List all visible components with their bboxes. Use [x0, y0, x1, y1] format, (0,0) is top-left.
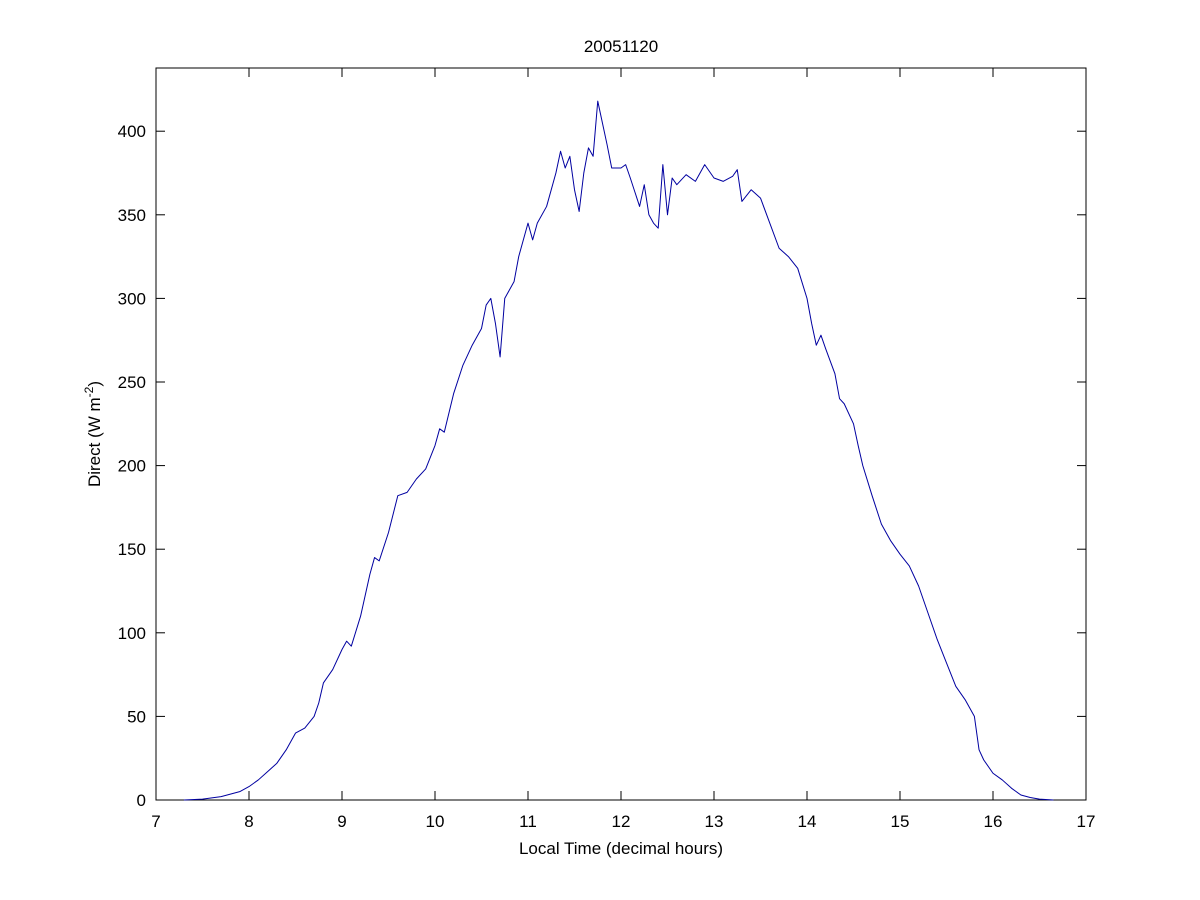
y-tick-label: 0 [137, 791, 146, 810]
y-tick-label: 100 [118, 624, 146, 643]
y-axis-label: Direct (W m-2) [82, 381, 104, 487]
y-tick-label: 300 [118, 289, 146, 308]
y-tick-label: 200 [118, 457, 146, 476]
x-tick-label: 17 [1077, 812, 1096, 831]
data-line [183, 100, 1054, 801]
y-tick-label: 250 [118, 373, 146, 392]
y-label-sup: -2 [82, 386, 96, 397]
y-tick-label: 150 [118, 540, 146, 559]
x-tick-label: 13 [705, 812, 724, 831]
y-tick-label: 50 [127, 707, 146, 726]
axes-box [155, 67, 1087, 801]
x-tick-label: 15 [891, 812, 910, 831]
x-tick-label: 9 [337, 812, 346, 831]
x-axis-label: Local Time (decimal hours) [519, 839, 723, 858]
chart-title: 20051120 [584, 37, 658, 56]
y-label-main: Direct (W m [85, 397, 104, 487]
y-tick-label: 400 [118, 122, 146, 141]
x-tick-label: 12 [612, 812, 631, 831]
x-tick-label: 11 [519, 812, 537, 831]
y-label-end: ) [85, 381, 104, 387]
x-tick-label: 8 [244, 812, 253, 831]
x-tick-label: 10 [426, 812, 445, 831]
x-tick-label: 16 [984, 812, 1003, 831]
y-tick-label: 350 [118, 206, 146, 225]
x-tick-label: 14 [798, 812, 817, 831]
x-tick-label: 7 [151, 812, 160, 831]
